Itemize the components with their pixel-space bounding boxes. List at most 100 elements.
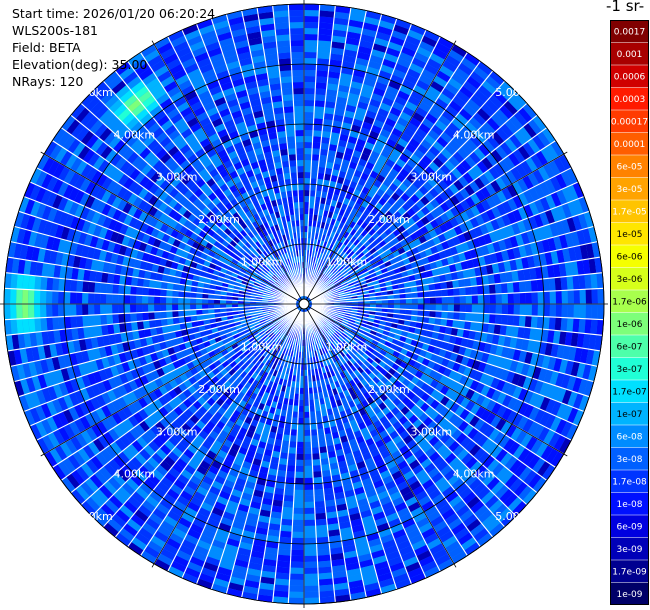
range-gate bbox=[70, 304, 77, 317]
range-gate bbox=[453, 311, 460, 321]
range-gate bbox=[274, 439, 283, 447]
range-gate bbox=[288, 591, 304, 598]
range-gate bbox=[374, 459, 386, 469]
range-gate bbox=[379, 469, 392, 480]
range-gate bbox=[192, 517, 207, 529]
range-gate bbox=[382, 163, 393, 174]
range-gate bbox=[64, 291, 71, 304]
range-gate bbox=[421, 500, 435, 512]
range-gate bbox=[321, 341, 326, 348]
range-gate bbox=[326, 89, 338, 97]
range-gate bbox=[142, 295, 149, 304]
range-gate bbox=[124, 313, 131, 323]
range-gate bbox=[429, 310, 436, 318]
range-gate bbox=[172, 254, 181, 264]
range-gate bbox=[310, 417, 317, 424]
range-gate bbox=[304, 130, 314, 137]
range-gate bbox=[226, 307, 233, 313]
range-gate bbox=[409, 320, 417, 328]
range-gate bbox=[327, 529, 341, 537]
range-gate bbox=[378, 577, 395, 588]
range-gate bbox=[364, 367, 372, 376]
range-gate bbox=[155, 464, 169, 477]
range-gate bbox=[215, 434, 226, 445]
range-gate bbox=[364, 224, 373, 233]
range-gate bbox=[96, 335, 105, 348]
range-gate bbox=[136, 304, 143, 313]
range-gate bbox=[173, 276, 181, 285]
range-gate bbox=[208, 465, 220, 476]
range-gate bbox=[184, 315, 192, 323]
range-gate bbox=[480, 265, 488, 276]
range-gate bbox=[77, 447, 91, 463]
range-gate bbox=[356, 218, 364, 227]
range-gate bbox=[233, 457, 244, 467]
range-gate bbox=[501, 346, 510, 359]
range-gate bbox=[349, 372, 357, 380]
range-gate bbox=[378, 360, 387, 369]
range-gate bbox=[202, 425, 213, 436]
range-gate bbox=[141, 345, 150, 356]
range-gate bbox=[16, 227, 26, 245]
range-gate bbox=[264, 316, 272, 322]
range-gate bbox=[68, 186, 80, 202]
range-gate bbox=[556, 189, 568, 206]
range-gate bbox=[527, 454, 541, 470]
range-gate bbox=[152, 238, 162, 249]
range-gate bbox=[140, 550, 157, 564]
range-gate bbox=[155, 448, 168, 461]
range-gate bbox=[161, 274, 169, 283]
range-gate bbox=[413, 433, 425, 444]
range-gate bbox=[396, 90, 411, 101]
range-gate bbox=[338, 78, 352, 87]
range-gate bbox=[139, 337, 148, 348]
range-gate bbox=[266, 330, 273, 337]
range-gate bbox=[252, 271, 259, 277]
range-gate bbox=[432, 47, 448, 60]
range-gate bbox=[459, 287, 466, 296]
range-gate bbox=[513, 304, 520, 316]
range-gate bbox=[585, 304, 592, 320]
range-gate bbox=[566, 167, 579, 185]
range-gate bbox=[484, 221, 495, 233]
range-gate bbox=[475, 393, 486, 406]
range-gate bbox=[320, 458, 330, 466]
range-gate bbox=[454, 336, 463, 346]
range-gate bbox=[40, 304, 47, 318]
range-gate bbox=[235, 553, 251, 563]
range-gate bbox=[511, 372, 521, 386]
range-gate bbox=[362, 22, 379, 32]
range-gate bbox=[252, 489, 265, 498]
range-gate bbox=[106, 293, 113, 304]
range-gate bbox=[465, 400, 476, 412]
range-gate bbox=[160, 281, 168, 290]
range-gate bbox=[342, 284, 349, 289]
range-gate bbox=[411, 132, 424, 144]
range-gate bbox=[532, 134, 546, 151]
range-gate bbox=[552, 263, 561, 278]
range-gate bbox=[464, 219, 474, 231]
range-gate bbox=[227, 335, 235, 343]
range-gate bbox=[328, 257, 334, 264]
range-gate bbox=[136, 312, 143, 322]
range-gate bbox=[261, 364, 268, 372]
range-gate bbox=[5, 257, 14, 274]
range-gate bbox=[249, 501, 262, 510]
range-gate bbox=[86, 246, 96, 260]
range-gate bbox=[446, 238, 456, 249]
range-gate bbox=[158, 212, 169, 223]
range-gate bbox=[95, 187, 107, 201]
range-gate bbox=[343, 286, 350, 291]
range-gate bbox=[304, 417, 311, 424]
range-gate bbox=[293, 399, 299, 406]
range-gate bbox=[85, 496, 101, 512]
range-gate bbox=[336, 423, 345, 432]
range-gate bbox=[208, 294, 215, 300]
range-gate bbox=[304, 238, 308, 245]
range-gate bbox=[423, 310, 430, 318]
range-gate bbox=[430, 389, 440, 400]
range-gate bbox=[392, 435, 403, 445]
range-gate bbox=[122, 189, 133, 202]
range-gate bbox=[424, 150, 437, 162]
range-gate bbox=[380, 14, 397, 25]
